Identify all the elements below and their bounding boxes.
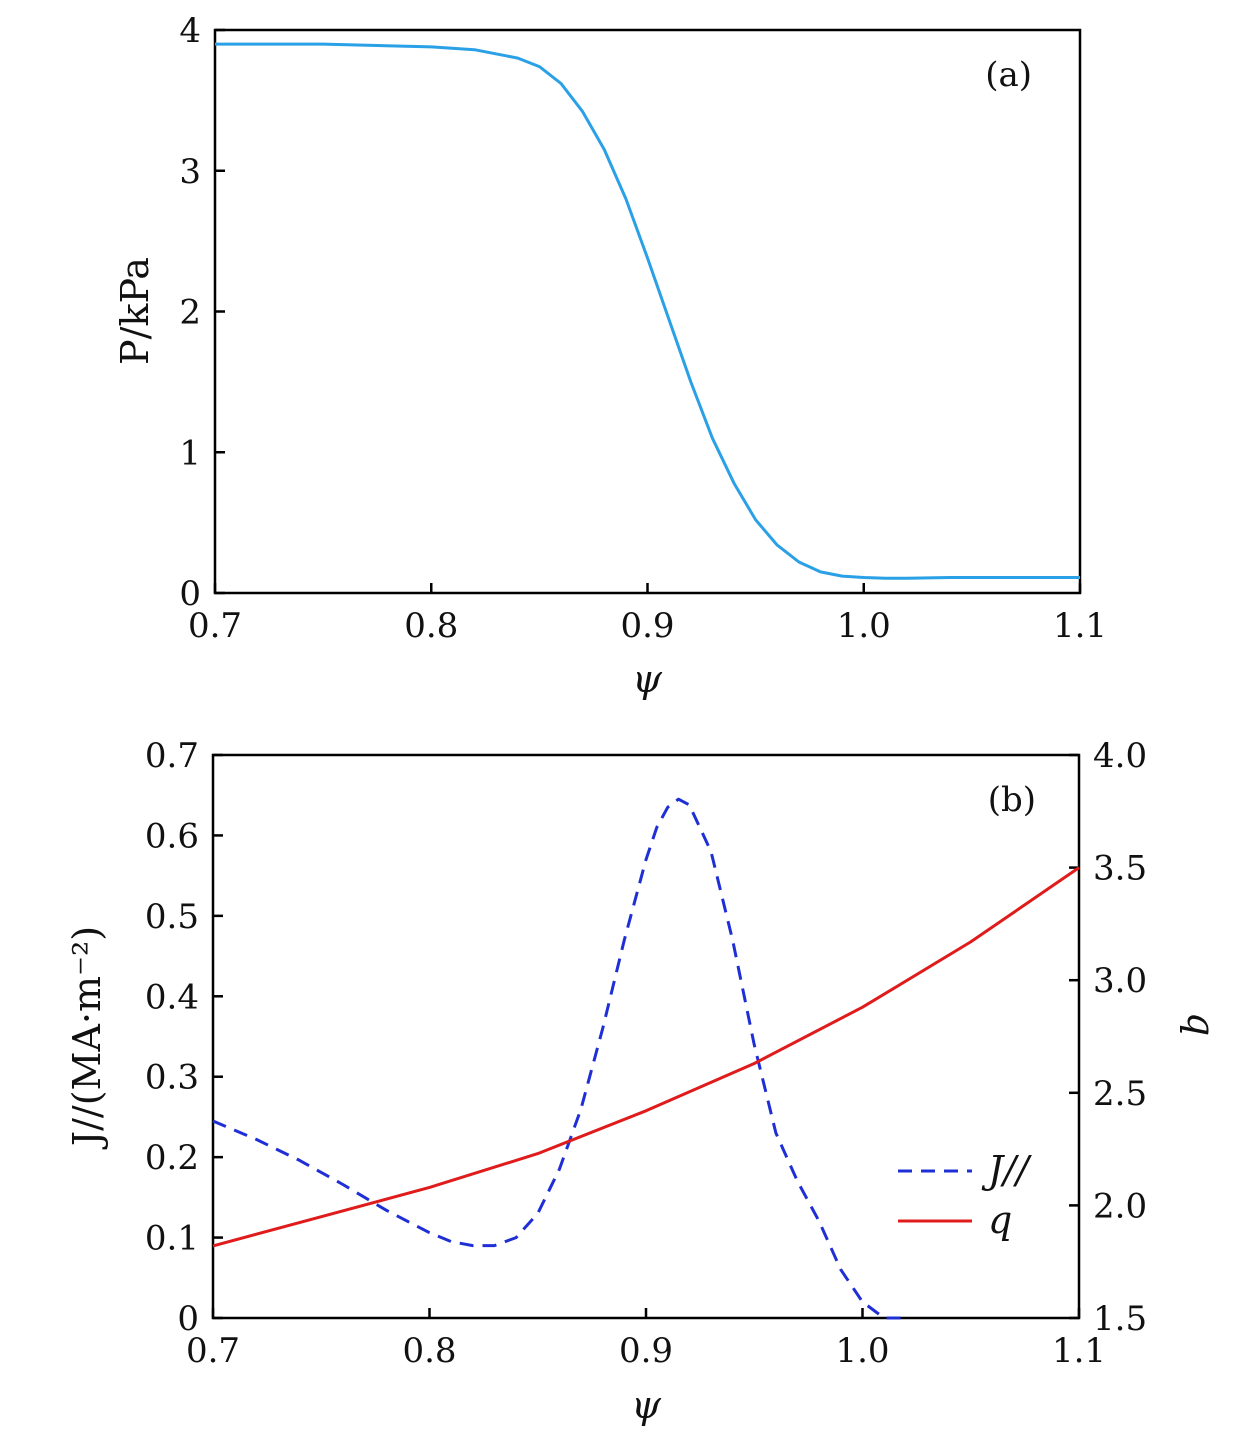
- series-line-q: [212, 866, 1080, 1248]
- right-y-tick-label: 2.0: [1093, 1186, 1147, 1226]
- y-tick-label: 2: [179, 293, 201, 333]
- y-tick-label: 0.4: [145, 977, 199, 1017]
- y-tick-label: 4: [179, 11, 201, 51]
- x-tick-label: 0.7: [186, 1331, 240, 1371]
- panel-b-x-ticks: 0.7 0.8 0.9 1.0 1.1: [186, 1308, 1106, 1371]
- right-y-tick-label: 3.0: [1093, 961, 1147, 1001]
- x-tick-label: 1.1: [1052, 1331, 1106, 1371]
- panel-b-series: [212, 797, 1080, 1320]
- panel-a-x-ticks: 0.7 0.8 0.9 1.0 1.1: [188, 583, 1107, 646]
- panel-a-label: (a): [985, 55, 1032, 95]
- x-tick-label: 0.7: [188, 606, 242, 646]
- panel-b-frame: [211, 753, 1081, 1320]
- panel-a-x-axis-label: ψ: [632, 657, 663, 701]
- right-y-tick-label: 1.5: [1093, 1299, 1147, 1339]
- x-tick-label: 1.0: [837, 606, 891, 646]
- series-line-j: [212, 797, 906, 1320]
- panel-b-right-y-ticks: 1.5 2.0 2.5 3.0 3.5 4.0: [1069, 736, 1147, 1339]
- y-tick-label: 0: [177, 1299, 199, 1339]
- y-tick-label: 0.1: [145, 1219, 199, 1259]
- panel-a-frame: [213, 28, 1082, 595]
- x-tick-label: 0.8: [404, 606, 458, 646]
- x-tick-label: 0.8: [402, 1331, 456, 1371]
- legend-label-q: q: [988, 1198, 1012, 1242]
- series-line-s0: [215, 42, 1080, 580]
- panel-a-series: [215, 42, 1080, 580]
- y-tick-label: 0.3: [145, 1058, 199, 1098]
- y-tick-label: 0.6: [145, 816, 199, 856]
- x-tick-label: 0.9: [620, 606, 674, 646]
- panel-a-pressure-chart: 0.7 0.8 0.9 1.0 1.1 0 1 2 3 4 (a) ψ P/kPa: [113, 11, 1107, 701]
- x-tick-label: 1.0: [835, 1331, 889, 1371]
- panel-b-current-q-chart: 0.7 0.8 0.9 1.0 1.1 0 0.1 0.2 0.3 0.4 0.5 0.6 0.7 1…: [65, 736, 1223, 1427]
- right-y-tick-label: 2.5: [1093, 1074, 1147, 1114]
- y-tick-label: 1: [179, 433, 201, 473]
- y-tick-label: 0.5: [145, 897, 199, 937]
- y-tick-label: 0.2: [145, 1138, 199, 1178]
- y-tick-label: 0.7: [145, 736, 199, 776]
- legend-label-j: J//: [981, 1148, 1032, 1192]
- x-tick-label: 0.9: [619, 1331, 673, 1371]
- panel-b-legend: J// q: [898, 1148, 1032, 1242]
- panel-b-right-y-axis-label: q: [1179, 1012, 1223, 1036]
- y-tick-label: 3: [179, 152, 201, 192]
- panel-a-y-ticks: 0 1 2 3 4: [179, 11, 225, 614]
- panel-b-label: (b): [988, 780, 1036, 820]
- panel-b-left-y-axis-label: J//(MA·m⁻²): [65, 926, 109, 1150]
- x-tick-label: 1.1: [1053, 606, 1107, 646]
- panel-a-y-axis-label: P/kPa: [113, 257, 157, 365]
- panel-b-x-axis-label: ψ: [631, 1383, 662, 1427]
- y-tick-label: 0: [179, 574, 201, 614]
- right-y-tick-label: 4.0: [1093, 736, 1147, 776]
- right-y-tick-label: 3.5: [1093, 849, 1147, 889]
- panel-b-left-y-ticks: 0 0.1 0.2 0.3 0.4 0.5 0.6 0.7: [145, 736, 223, 1339]
